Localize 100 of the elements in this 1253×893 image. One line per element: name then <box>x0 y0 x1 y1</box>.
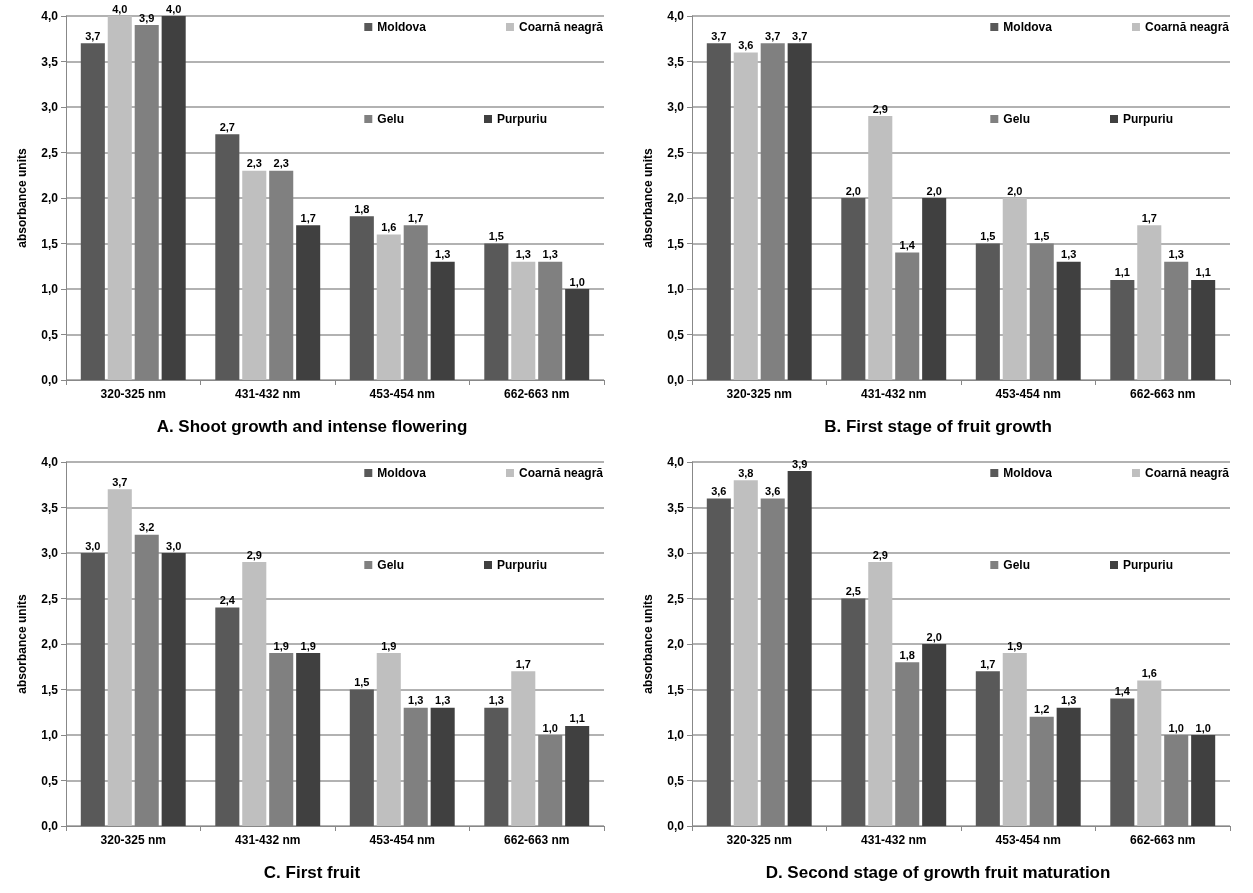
text: B. First stage of fruit growth <box>824 417 1052 436</box>
data-label: 3,7 <box>112 475 128 488</box>
data-label: 4,0 <box>166 2 182 15</box>
bar <box>1056 261 1081 380</box>
x-tick-label: 453-454 nm <box>995 387 1061 401</box>
data-label: 1,2 <box>1034 703 1050 716</box>
data-label: 1,0 <box>542 721 558 734</box>
bar <box>242 170 267 380</box>
data-label: 1,6 <box>1141 666 1157 679</box>
bar <box>80 43 105 380</box>
bar <box>565 725 590 826</box>
data-label: 1,7 <box>980 657 996 670</box>
text: C. First fruit <box>263 863 361 882</box>
x-tick-label: 320-325 nm <box>100 387 166 401</box>
y-tick-label: 2,0 <box>667 191 685 205</box>
bar <box>215 607 240 826</box>
data-label: 2,0 <box>845 184 861 197</box>
y-tick-label: 3,5 <box>41 54 59 69</box>
bar <box>511 671 536 826</box>
data-label: 1,0 <box>569 275 585 288</box>
data-label: 3,7 <box>711 29 727 42</box>
data-label: 1,3 <box>435 694 451 707</box>
data-label: 2,0 <box>926 630 942 643</box>
data-label: 4,0 <box>112 2 128 15</box>
bar <box>1137 225 1162 380</box>
y-tick-label: 0,0 <box>667 819 685 833</box>
bar <box>107 489 132 826</box>
data-label: 1,1 <box>569 712 585 725</box>
legend-label: Gelu <box>1003 112 1030 126</box>
data-label: 1,9 <box>273 639 289 652</box>
bar <box>296 653 321 826</box>
data-label: 2,0 <box>1007 184 1023 197</box>
data-label: 1,5 <box>1034 230 1050 242</box>
x-tick-label: 431-432 nm <box>861 833 927 847</box>
data-label: 2,4 <box>219 594 236 607</box>
data-label: 3,8 <box>738 466 754 479</box>
data-label: 1,3 <box>1061 694 1077 707</box>
y-tick-label: 3,0 <box>41 100 59 114</box>
y-tick-label: 3,0 <box>41 546 59 560</box>
x-tick-label: 453-454 nm <box>995 833 1061 847</box>
data-label: 3,0 <box>85 539 101 552</box>
data-label: 3,9 <box>139 11 155 24</box>
data-label: 1,5 <box>354 676 370 688</box>
data-label: 1,0 <box>1168 721 1184 734</box>
y-tick-label: 3,0 <box>667 546 685 560</box>
data-label: 1,1 <box>1195 266 1211 279</box>
y-tick-label: 0,0 <box>667 373 685 387</box>
bar <box>1002 198 1027 380</box>
text: A. Shoot growth and intense flowering <box>156 417 468 436</box>
bar <box>430 261 455 380</box>
bar <box>349 216 374 380</box>
data-label: 2,9 <box>246 548 262 561</box>
y-tick-label: 3,5 <box>667 54 685 69</box>
y-tick-label: 0,5 <box>41 327 59 342</box>
legend-label: Gelu <box>377 112 404 126</box>
legend-label: Purpuriu <box>1122 112 1173 126</box>
data-label: 2,9 <box>872 548 888 561</box>
bar <box>841 198 866 380</box>
legend-label: Coarnă neagră <box>1144 20 1230 34</box>
bar <box>733 52 758 380</box>
data-label: 3,9 <box>792 457 808 470</box>
data-label: 1,5 <box>488 230 504 242</box>
data-label: 1,3 <box>408 694 424 707</box>
bar <box>161 553 186 826</box>
y-tick-label: 2,0 <box>667 637 685 651</box>
y-tick-label: 0,0 <box>41 373 59 387</box>
y-tick-label: 4,0 <box>667 455 685 469</box>
y-axis-title: absorbance units <box>641 594 655 694</box>
x-tick-label: 662-663 nm <box>504 387 570 401</box>
y-tick-label: 0,5 <box>41 773 59 788</box>
legend-label: Moldova <box>1003 466 1053 480</box>
y-tick-label: 1,0 <box>667 282 685 296</box>
bar <box>868 562 893 826</box>
data-label: 1,9 <box>381 639 397 652</box>
legend-label: Purpuriu <box>1122 558 1173 572</box>
y-tick-label: 1,0 <box>667 728 685 742</box>
bar <box>975 671 1000 826</box>
x-tick-label: 320-325 nm <box>100 833 166 847</box>
legend-label: Gelu <box>377 558 404 572</box>
x-tick-label: 662-663 nm <box>1130 833 1196 847</box>
data-label: 1,4 <box>1114 685 1131 698</box>
data-label: 1,7 <box>1141 211 1157 224</box>
y-tick-label: 0,5 <box>667 327 685 342</box>
x-tick-label: 320-325 nm <box>726 833 792 847</box>
bar <box>161 16 186 380</box>
data-label: 3,7 <box>765 29 781 42</box>
data-label: 1,1 <box>1114 266 1130 279</box>
legend-label: Gelu <box>1003 558 1030 572</box>
legend-label: Purpuriu <box>496 558 547 572</box>
data-label: 1,7 <box>300 211 316 224</box>
y-axis-title: absorbance units <box>15 148 29 248</box>
bar <box>376 234 401 380</box>
bar <box>706 43 731 380</box>
data-label: 1,8 <box>899 648 915 661</box>
data-label: 3,2 <box>139 521 155 534</box>
data-label: 1,9 <box>1007 639 1023 652</box>
x-tick-label: 662-663 nm <box>504 833 570 847</box>
y-tick-label: 1,5 <box>667 682 685 697</box>
data-label: 1,3 <box>488 694 504 707</box>
y-tick-label: 2,5 <box>41 145 59 160</box>
